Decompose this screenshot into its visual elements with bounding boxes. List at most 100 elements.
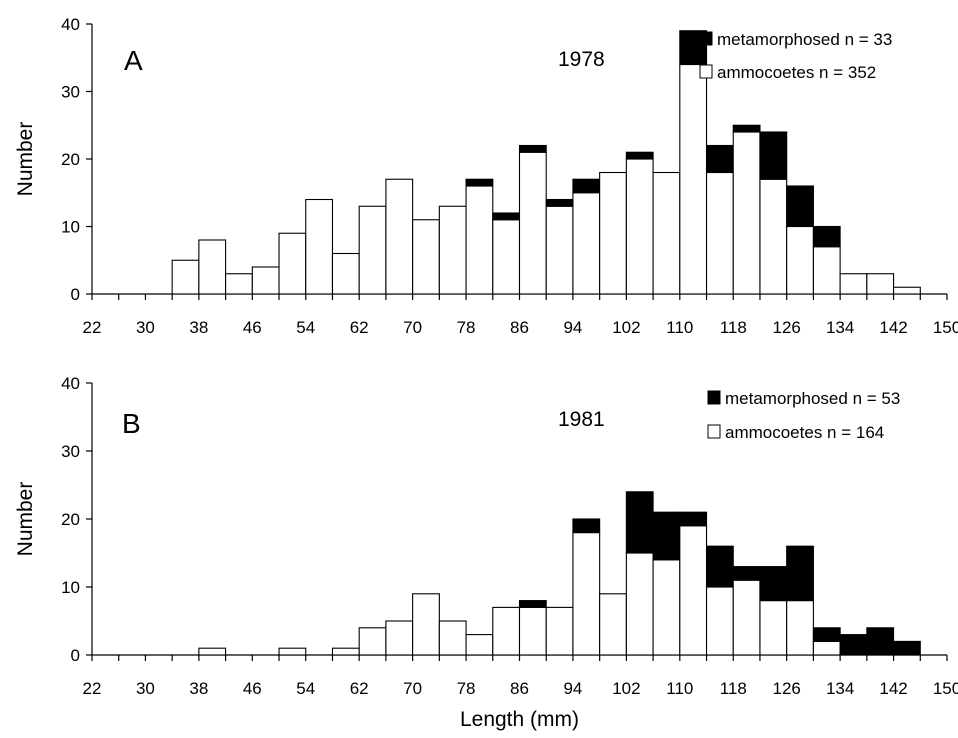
x-tick-label: 126 bbox=[773, 679, 801, 698]
x-tick-label: 38 bbox=[189, 679, 208, 698]
bar-ammocoetes bbox=[385, 178, 414, 295]
bar-metamorphosed bbox=[812, 225, 841, 248]
legend-label-ammocoetes: ammocoetes n = 164 bbox=[725, 423, 884, 442]
y-axis-label: Number bbox=[14, 122, 37, 197]
x-tick-label: 70 bbox=[403, 318, 422, 337]
panel-year: 1981 bbox=[558, 408, 605, 431]
y-tick-label: 40 bbox=[61, 374, 80, 393]
bar-ammocoetes bbox=[465, 634, 494, 656]
bar-ammocoetes bbox=[331, 647, 360, 656]
bar-ammocoetes bbox=[331, 252, 360, 295]
bar-ammocoetes bbox=[599, 171, 627, 295]
bar-metamorphosed bbox=[625, 151, 654, 160]
bar-ammocoetes bbox=[652, 559, 681, 656]
bar-metamorphosed bbox=[759, 566, 788, 602]
bar-ammocoetes bbox=[225, 273, 253, 295]
bar-metamorphosed bbox=[518, 144, 547, 153]
x-tick-label: 94 bbox=[563, 679, 582, 698]
x-tick-label: 78 bbox=[457, 318, 476, 337]
bar-ammocoetes bbox=[893, 286, 921, 295]
x-axis-label: Length (mm) bbox=[460, 708, 579, 731]
bar-ammocoetes bbox=[305, 198, 334, 295]
x-tick-label: 134 bbox=[826, 318, 854, 337]
bar-metamorphosed bbox=[572, 518, 601, 534]
x-tick-label: 118 bbox=[720, 679, 747, 698]
bar-ammocoetes bbox=[518, 151, 547, 295]
x-tick-label: 22 bbox=[83, 318, 102, 337]
x-tick-label: 30 bbox=[136, 679, 155, 698]
bar-ammocoetes bbox=[652, 171, 681, 295]
x-tick-label: 22 bbox=[83, 679, 102, 698]
bar-ammocoetes bbox=[438, 205, 467, 295]
bar-metamorphosed bbox=[679, 511, 708, 527]
x-tick-label: 62 bbox=[350, 318, 369, 337]
x-tick-label: 118 bbox=[720, 318, 747, 337]
bar-ammocoetes bbox=[358, 205, 387, 295]
bar-ammocoetes bbox=[198, 647, 227, 656]
bar-metamorphosed bbox=[652, 511, 681, 561]
y-tick-label: 30 bbox=[61, 83, 80, 102]
y-tick-label: 0 bbox=[71, 646, 80, 665]
bar-ammocoetes bbox=[599, 593, 627, 656]
bar-ammocoetes bbox=[545, 205, 574, 295]
bar-ammocoetes bbox=[866, 273, 895, 295]
y-tick-label: 30 bbox=[61, 442, 80, 461]
bar-ammocoetes bbox=[385, 620, 414, 656]
y-axis-label: Number bbox=[14, 482, 37, 557]
bar-metamorphosed bbox=[839, 634, 868, 656]
x-tick-label: 110 bbox=[666, 318, 693, 337]
bar-ammocoetes bbox=[412, 593, 440, 656]
x-tick-label: 102 bbox=[612, 679, 640, 698]
y-tick-label: 0 bbox=[71, 285, 80, 304]
y-tick-label: 10 bbox=[61, 218, 80, 237]
x-tick-label: 142 bbox=[879, 318, 907, 337]
x-tick-label: 46 bbox=[243, 318, 262, 337]
bar-metamorphosed bbox=[812, 627, 841, 642]
x-tick-label: 86 bbox=[510, 679, 529, 698]
x-tick-label: 54 bbox=[296, 318, 315, 337]
x-tick-label: 126 bbox=[773, 318, 801, 337]
bar-ammocoetes bbox=[732, 579, 761, 656]
x-tick-label: 46 bbox=[243, 679, 262, 698]
legend-label-metamorphosed: metamorphosed n = 33 bbox=[717, 30, 892, 49]
legend-swatch-ammocoetes bbox=[699, 64, 713, 79]
bar-metamorphosed bbox=[465, 178, 494, 187]
bar-ammocoetes bbox=[759, 600, 788, 656]
bar-ammocoetes bbox=[251, 266, 280, 295]
bar-metamorphosed bbox=[705, 144, 734, 174]
bar-ammocoetes bbox=[492, 219, 521, 295]
y-tick-label: 40 bbox=[61, 15, 80, 34]
bar-ammocoetes bbox=[572, 192, 601, 295]
bar-ammocoetes bbox=[572, 532, 601, 656]
x-tick-label: 38 bbox=[189, 318, 208, 337]
bar-ammocoetes bbox=[198, 239, 227, 295]
legend-swatch-ammocoetes bbox=[707, 424, 721, 439]
bar-metamorphosed bbox=[518, 600, 547, 608]
x-tick-label: 70 bbox=[403, 679, 422, 698]
legend-swatch-metamorphosed bbox=[699, 31, 713, 46]
bar-metamorphosed bbox=[732, 124, 761, 133]
x-tick-label: 86 bbox=[510, 318, 529, 337]
bar-ammocoetes bbox=[812, 640, 841, 656]
legend-label-metamorphosed: metamorphosed n = 53 bbox=[725, 389, 900, 408]
bar-metamorphosed bbox=[492, 212, 521, 221]
legend-label-ammocoetes: ammocoetes n = 352 bbox=[717, 63, 876, 82]
bar-ammocoetes bbox=[679, 525, 708, 656]
bar-ammocoetes bbox=[438, 620, 467, 656]
x-tick-label: 142 bbox=[879, 679, 907, 698]
x-tick-label: 54 bbox=[296, 679, 315, 698]
x-tick-label: 94 bbox=[563, 318, 582, 337]
bar-ammocoetes bbox=[518, 606, 547, 656]
bar-ammocoetes bbox=[412, 219, 440, 295]
bar-metamorphosed bbox=[759, 131, 788, 180]
x-tick-label: 30 bbox=[136, 318, 155, 337]
x-tick-label: 62 bbox=[350, 679, 369, 698]
bar-ammocoetes bbox=[786, 600, 814, 656]
bar-metamorphosed bbox=[893, 640, 921, 656]
bar-metamorphosed bbox=[866, 627, 895, 656]
bar-ammocoetes bbox=[812, 246, 841, 295]
x-tick-label: 78 bbox=[457, 679, 476, 698]
bar-ammocoetes bbox=[705, 171, 734, 295]
y-tick-label: 10 bbox=[61, 578, 80, 597]
